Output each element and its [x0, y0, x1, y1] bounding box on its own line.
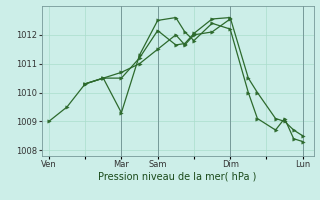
- X-axis label: Pression niveau de la mer( hPa ): Pression niveau de la mer( hPa ): [99, 172, 257, 182]
